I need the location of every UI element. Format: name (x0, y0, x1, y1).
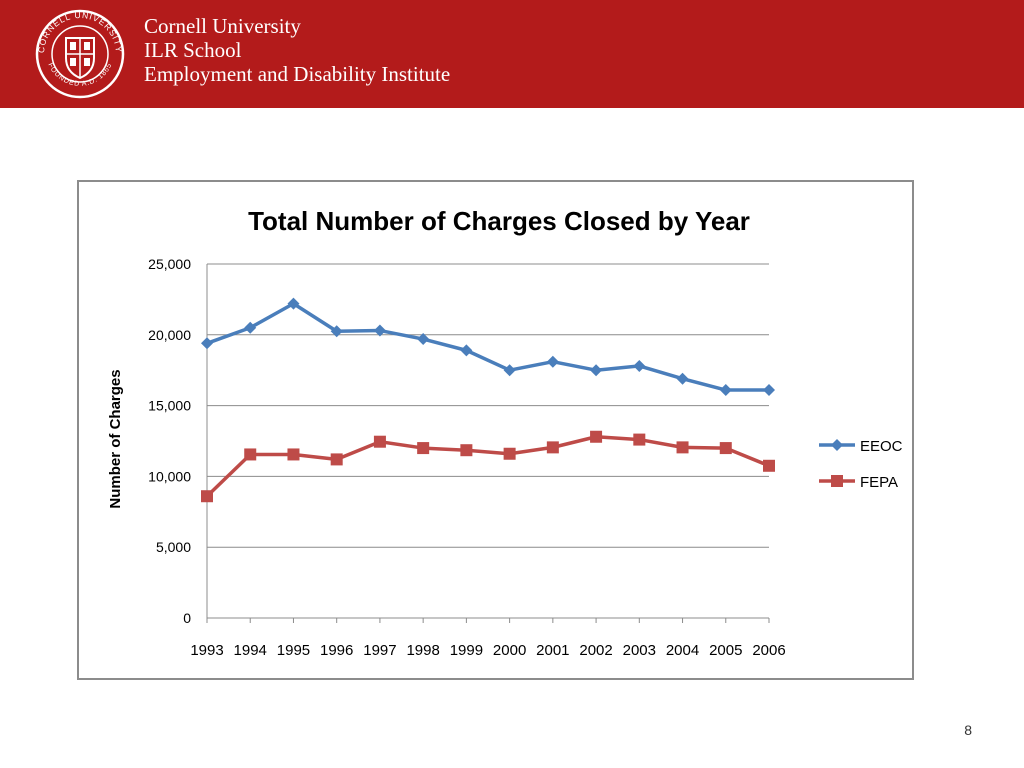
eeoc-data-point (330, 325, 343, 338)
x-tick-label: 2002 (579, 642, 612, 659)
fepa-data-point (763, 459, 775, 472)
fepa-data-point (590, 430, 603, 443)
eeoc-data-point (590, 364, 603, 377)
y-tick-label: 25,000 (148, 256, 191, 272)
x-tick-label: 2005 (709, 642, 742, 659)
fepa-data-point (244, 448, 257, 461)
series-layer (201, 297, 775, 503)
x-tick-label: 1997 (363, 642, 396, 659)
fepa-data-point (417, 442, 430, 455)
y-tick-label: 20,000 (148, 327, 191, 343)
x-tick-label: 2006 (752, 642, 785, 659)
eeoc-data-point (546, 355, 559, 368)
y-axis-label: Number of Charges (107, 369, 124, 508)
x-tick-label: 1993 (190, 642, 223, 659)
legend: EEOC FEPA (819, 438, 903, 491)
fepa-data-point (460, 444, 473, 457)
x-tick-label: 1998 (406, 642, 439, 659)
y-tick-label: 15,000 (148, 398, 191, 414)
eeoc-legend-label: EEOC (860, 438, 903, 455)
page-number: 8 (964, 722, 972, 738)
fepa-data-point (719, 442, 732, 455)
chart-title: Total Number of Charges Closed by Year (248, 206, 750, 236)
eeoc-legend-marker (831, 439, 843, 451)
line-chart: Total Number of Charges Closed by Year N… (107, 206, 903, 659)
cornell-seal-logo: CORNELL UNIVERSITY FOUNDED A.D. 1865 (35, 9, 125, 99)
fepa-data-point (546, 441, 559, 454)
eeoc-data-point (719, 384, 732, 397)
institution-name-block: Cornell University ILR School Employment… (144, 14, 450, 86)
fepa-data-point (201, 490, 213, 503)
fepa-legend-label: FEPA (860, 474, 898, 491)
x-tick-label: 2003 (623, 642, 656, 659)
eeoc-data-point (763, 384, 775, 397)
y-tick-label: 10,000 (148, 468, 191, 484)
x-tick-label: 2001 (536, 642, 569, 659)
fepa-data-point (633, 433, 646, 446)
x-tick-label: 1999 (450, 642, 483, 659)
y-tick-label: 0 (183, 610, 191, 626)
eeoc-data-point (460, 344, 473, 357)
institute-name: Employment and Disability Institute (144, 62, 451, 86)
eeoc-data-point (417, 333, 430, 346)
eeoc-data-point (676, 372, 689, 385)
fepa-series-line (205, 435, 770, 498)
x-tick-label: 2004 (666, 642, 699, 659)
eeoc-data-point (244, 321, 257, 334)
eeoc-series-line (206, 301, 769, 392)
school-name: ILR School (144, 38, 242, 62)
fepa-data-point (330, 453, 343, 466)
eeoc-data-point (201, 337, 213, 350)
x-tick-label: 2000 (493, 642, 526, 659)
fepa-data-point (503, 447, 516, 460)
x-tick-label: 1996 (320, 642, 353, 659)
eeoc-data-point (503, 364, 516, 377)
header-banner: CORNELL UNIVERSITY FOUNDED A.D. 1865 Cor… (0, 0, 1024, 108)
chart-frame: Total Number of Charges Closed by Year N… (77, 180, 914, 680)
university-name: Cornell University (144, 14, 301, 38)
x-tick-label: 1994 (234, 642, 267, 659)
fepa-data-point (676, 441, 689, 454)
eeoc-data-point (633, 359, 646, 372)
eeoc-data-point (373, 324, 386, 337)
eeoc-data-point (287, 297, 300, 310)
axes: 0 5,000 10,000 15,000 20,000 25,000 1993 1994 19… (148, 256, 786, 659)
y-tick-label: 5,000 (156, 539, 191, 555)
fepa-data-point (373, 435, 386, 448)
x-tick-label: 1995 (277, 642, 310, 659)
gridlines (207, 263, 769, 548)
fepa-legend-marker (831, 475, 843, 487)
fepa-data-point (287, 448, 300, 461)
